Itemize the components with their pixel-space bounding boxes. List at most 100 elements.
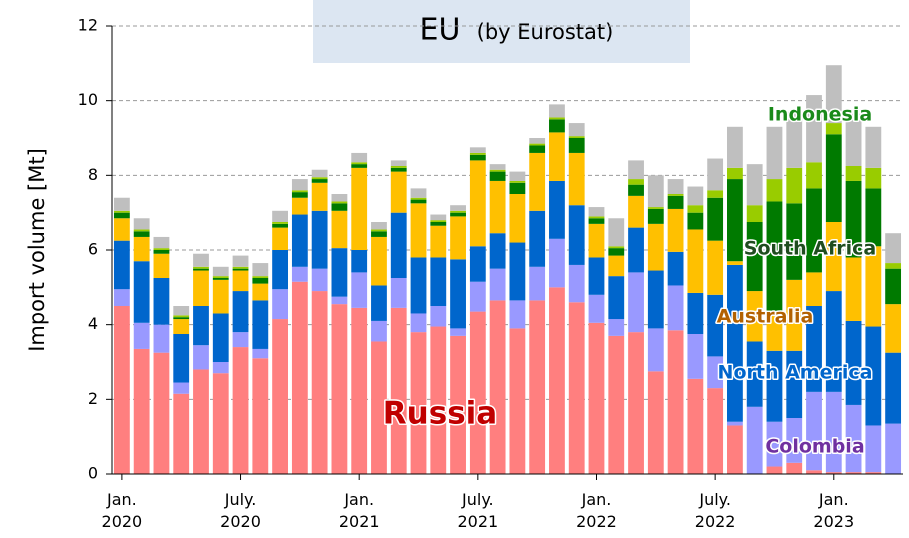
bar-segment xyxy=(469,246,486,282)
series-label: North America xyxy=(718,362,873,384)
bar-segment xyxy=(845,472,862,474)
series-label: Russia xyxy=(383,396,497,432)
bar-segment xyxy=(351,152,368,163)
y-tick-label: 8 xyxy=(88,165,98,184)
bar-segment xyxy=(647,175,664,208)
bar-segment xyxy=(825,472,842,474)
bar-segment xyxy=(430,306,447,327)
bar-segment xyxy=(766,350,783,422)
bar-segment xyxy=(885,304,902,353)
y-tick-label: 0 xyxy=(88,464,98,483)
bar-segment xyxy=(865,167,882,189)
bar-segment xyxy=(133,236,150,262)
bar-segment xyxy=(331,304,348,474)
bar-segment xyxy=(549,287,565,474)
bar-segment xyxy=(509,242,526,301)
bar-segment xyxy=(113,212,130,219)
bar-segment xyxy=(766,179,783,202)
bar-segment xyxy=(786,167,803,204)
bar-segment xyxy=(707,356,724,389)
bar-segment xyxy=(311,291,328,474)
bar-segment xyxy=(727,179,743,262)
bar-segment xyxy=(608,246,625,249)
bar-segment xyxy=(291,190,308,193)
bar-segment xyxy=(469,147,486,153)
bar-segment xyxy=(193,268,209,271)
bar-segment xyxy=(351,307,368,474)
bar-segment xyxy=(825,222,842,292)
bar-segment xyxy=(667,330,684,474)
bar-segment xyxy=(786,350,803,418)
bar-segment xyxy=(173,319,190,334)
bar-segment xyxy=(727,425,743,474)
bar-segment xyxy=(193,369,209,474)
bar-segment xyxy=(766,126,783,180)
bar-segment xyxy=(193,270,209,306)
y-tick-label: 4 xyxy=(88,314,98,333)
bar-segment xyxy=(113,289,130,306)
bar-segment xyxy=(153,324,170,353)
bar-segment xyxy=(371,341,387,474)
bar-segment xyxy=(786,111,803,168)
bar-segment xyxy=(845,166,862,181)
bar-segment xyxy=(529,152,546,211)
bar-segment xyxy=(113,218,130,241)
bar-segment xyxy=(450,212,466,217)
bar-segment xyxy=(549,180,565,239)
bar-segment xyxy=(806,188,822,273)
bar-segment xyxy=(806,95,822,163)
bar-segment xyxy=(549,132,565,181)
bar-segment xyxy=(410,188,427,198)
bar-segment xyxy=(252,300,269,349)
bar-segment xyxy=(608,319,625,336)
bar-segment xyxy=(549,104,565,118)
bar-segment xyxy=(212,313,229,362)
bar-segment xyxy=(212,362,229,374)
bar-segment xyxy=(549,238,565,288)
bar-segment xyxy=(766,421,783,467)
bar-segment xyxy=(450,205,466,211)
bar-segment xyxy=(845,113,862,166)
bar-segment xyxy=(568,138,585,153)
bar-segment xyxy=(173,393,190,474)
bar-segment xyxy=(588,322,605,474)
bar-segment xyxy=(707,294,724,357)
bar-segment xyxy=(133,229,150,232)
bar-segment xyxy=(351,250,368,273)
bar-segment xyxy=(628,184,644,196)
bar-segment xyxy=(331,194,348,202)
bar-segment xyxy=(687,378,704,474)
bar-segment xyxy=(450,259,466,329)
bar-segment xyxy=(845,180,862,258)
bar-segment xyxy=(212,373,229,474)
bar-segment xyxy=(232,266,249,269)
bar-segment xyxy=(193,306,209,346)
bar-segment xyxy=(193,266,209,269)
bar-segment xyxy=(489,169,506,172)
y-tick-label: 2 xyxy=(88,389,98,408)
bar-segment xyxy=(628,160,644,180)
bar-segment xyxy=(311,268,328,292)
bar-segment xyxy=(311,169,328,178)
series-label: Australia xyxy=(717,306,814,328)
bar-segment xyxy=(687,212,704,230)
bar-segment xyxy=(291,179,308,191)
bar-segment xyxy=(746,341,763,407)
bar-segment xyxy=(825,134,842,222)
bar-segment xyxy=(588,223,605,258)
bar-segment xyxy=(667,194,684,196)
bar-segment xyxy=(331,210,348,249)
bar-segment xyxy=(469,154,486,161)
bar-segment xyxy=(588,216,605,219)
bar-segment xyxy=(568,136,585,138)
bar-segment xyxy=(806,391,822,471)
x-tick-label: July. 2021 xyxy=(457,490,498,531)
bar-segment xyxy=(746,164,763,206)
bar-segment xyxy=(232,268,249,271)
bar-segment xyxy=(766,201,783,314)
bar-segment xyxy=(549,117,565,120)
bar-segment xyxy=(865,126,882,168)
bar-segment xyxy=(845,320,862,405)
bar-segment xyxy=(568,123,585,137)
bar-segment xyxy=(628,179,644,185)
